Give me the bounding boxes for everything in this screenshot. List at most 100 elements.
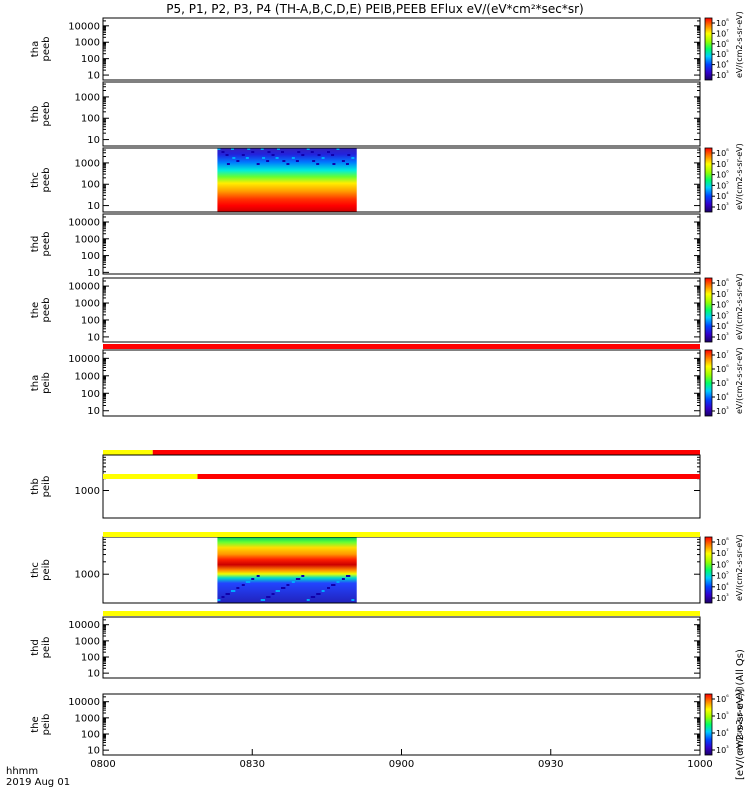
colorbar-label: eV/(cm2-s-sr-eV) [735,686,744,753]
time-tick-label: 0900 [389,759,414,770]
spectrogram-speckle [247,148,251,150]
spectrogram-speckle [225,593,229,595]
panel-ylabel: thepeib [30,714,52,736]
panel-frame [102,17,701,81]
colorbar-tick-label: 10⁶ [716,39,729,49]
colorbar [704,277,713,343]
panel-the-peib: 10 100 1000 10000 thepeib 10³ 10⁴ 10⁵ 10⁶ eV/(cm2… [30,686,744,756]
spectrogram-speckle [266,596,270,598]
spectrogram-speckle [281,151,285,153]
spectrogram-speckle [232,157,236,159]
colorbar-tick-label: 10⁷ [716,289,729,299]
panel-thd-peib: 10 100 1000 10000 thdpeib [30,611,701,680]
y-tick-label: 10 [87,135,100,146]
spectrogram-speckle [327,151,331,153]
spectrogram-speckle [251,151,255,153]
colorbar-tick-label: 10⁴ [716,321,729,331]
spectrogram-speckle [271,154,275,156]
colorbar-tick-label: 10⁵ [716,49,729,59]
y-tick-label: 10 [87,746,100,757]
y-tick-label: 1000 [75,38,100,49]
panel-ylabel: thbpeib [30,476,52,498]
spectrogram-speckle [225,154,229,156]
spectrogram-speckle [336,148,340,150]
y-tick-label: 10 [87,669,100,680]
colorbar-tick-label: 10⁸ [716,537,729,547]
y-tick-label: 1000 [75,570,100,581]
colorbar [704,17,713,81]
y-tick-label: 1000 [75,371,100,382]
panel-ylabel: thcpeeb [30,168,52,193]
y-tick-label: 10000 [68,21,100,32]
y-tick-label: 10000 [68,620,100,631]
panel-ylabel: thepeeb [30,298,52,323]
colorbar-tick-label: 10⁸ [716,278,729,288]
colorbar-tick-label: 10⁴ [716,191,729,201]
spectrogram-speckle [230,148,234,150]
quality-flag-bar [103,611,700,616]
y-tick-label: 100 [81,114,100,125]
panel-frame [102,147,701,213]
spectrogram-speckle [312,160,316,162]
spectrogram-speckle [321,157,325,159]
spectrogram-data-block [217,148,357,212]
y-tick-label: 1000 [75,92,100,103]
panel-frame [102,693,701,756]
colorbar-label: eV/(cm2-s-sr-eV) [735,534,744,601]
time-tick-label: 0930 [538,759,563,770]
colorbar-tick-label: 10⁷ [716,350,729,360]
colorbar-tick-label: 10³ [716,593,729,603]
colorbar [704,147,713,213]
colorbar-tick-label: 10³ [716,745,729,755]
colorbar-tick-label: 10⁷ [716,159,729,169]
spectrogram-speckle [310,596,314,598]
spectrogram-speckle [262,157,266,159]
spectrogram-speckle [256,163,260,165]
colorbar-tick-label: 10⁵ [716,180,729,190]
colorbar-tick-label: 10⁶ [716,170,729,180]
panel-ylabel: thapeeb [30,37,52,62]
quality-flag-bar [103,532,700,537]
colorbar [704,536,713,604]
spectrogram-speckle [266,160,270,162]
spectrogram-speckle [236,160,240,162]
y-tick-label: 10 [87,268,100,279]
spectrogram-speckle [301,575,305,577]
colorbar-tick-label: 10⁶ [716,694,729,704]
time-axis-label-line1: hhmm [6,766,38,777]
colorbar-label: eV/(cm2-s-sr-eV) [735,273,744,340]
spectrogram-speckle [241,154,245,156]
panel-tha-peib: 10 100 1000 10000 thapeib 10³ 10⁴ 10⁵ 10⁶ 10⁷ eV/(… [30,347,744,455]
spectrogram-speckle [316,593,320,595]
spectrogram-speckle [251,578,255,580]
spectrogram-speckle [336,581,340,583]
colorbar-label: eV/(cm2-s-sr-eV) [735,11,744,78]
y-tick-label: 10 [87,406,100,417]
colorbar-tick-label: 10⁸ [716,18,729,28]
colorbar-tick-label: 10³ [716,202,729,212]
y-tick-label: 1000 [75,299,100,310]
colorbar-tick-label: 10⁶ [716,300,729,310]
spectrogram-speckle [331,154,335,156]
figure-title: P5, P1, P2, P3, P4 (TH-A,B,C,D,E) PEIB,P… [166,2,583,16]
spectrogram-speckle [230,590,234,592]
y-tick-label: 100 [81,652,100,663]
y-tick-label: 100 [81,54,100,65]
spectrogram-speckle [256,575,260,577]
panel-thb-peeb: 10 100 1000 thbpeeb [30,81,701,147]
spectrogram-speckle [297,151,301,153]
colorbar-tick-label: 10⁵ [716,378,729,388]
spectrogram-speckle [327,587,331,589]
colorbar-tick-label: 10⁵ [716,571,729,581]
time-axis: 0800 0830 0900 0930 1000 [90,749,713,770]
colorbar-tick-label: 10⁴ [716,60,729,70]
panel-ylabel: thapeib [30,372,52,394]
y-tick-label: 100 [81,315,100,326]
quality-flag-bar [103,344,700,349]
y-tick-label: 10000 [68,697,100,708]
colorbar-label: eV/(cm2-s-sr-eV) [735,347,744,414]
